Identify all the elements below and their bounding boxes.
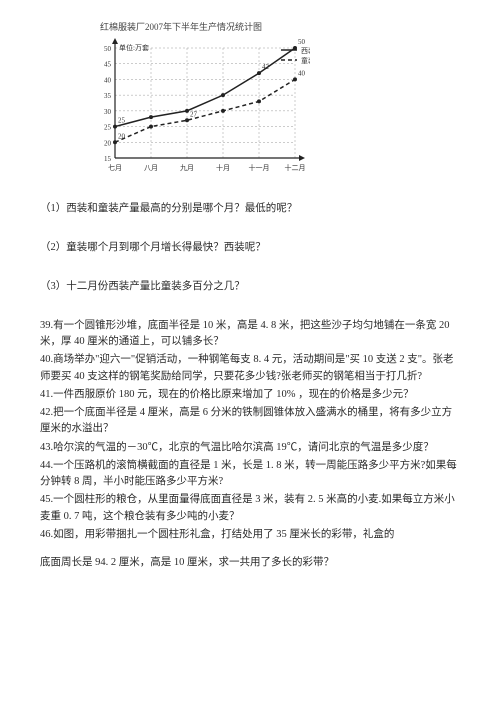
svg-text:单位:万套: 单位:万套: [119, 43, 149, 52]
svg-text:35: 35: [104, 93, 112, 101]
svg-text:十二月: 十二月: [285, 163, 306, 172]
problem-40: 40.商场举办"迎六一"促销活动，一种钢笔每支 8. 4 元，活动期间是"买 1…: [40, 352, 460, 385]
question-2: （2）童装哪个月到哪个月增长得最快？西装呢？: [40, 240, 460, 257]
svg-text:20: 20: [118, 133, 126, 141]
svg-text:30: 30: [104, 108, 112, 116]
chart-title: 红棉服装厂2007年下半年生产情况统计图: [100, 20, 460, 34]
svg-text:西装: 西装: [301, 46, 310, 55]
svg-text:15: 15: [104, 155, 112, 163]
svg-text:45: 45: [104, 61, 112, 69]
problem-39: 39.有一个圆锥形沙堆，底面半径是 10 米，高是 4. 8 米，把这些沙子均匀…: [40, 318, 460, 351]
problem-46b: 底面周长是 94. 2 厘米，高是 10 厘米，求一共用了多长的彩带？: [40, 555, 460, 571]
chart-container: 红棉服装厂2007年下半年生产情况统计图 15 20 25 30 35 40 45 50 七月 八…: [80, 20, 460, 176]
svg-text:20: 20: [104, 140, 112, 148]
svg-text:50: 50: [298, 38, 306, 46]
question-3: （3）十二月份西装产量比童装多百分之几？: [40, 279, 460, 296]
svg-text:40: 40: [104, 77, 112, 85]
line-chart: 15 20 25 30 35 40 45 50 七月 八月 九月 十月 十一月 十二月 单位:万套 25 42 5…: [80, 36, 310, 176]
svg-text:42: 42: [262, 64, 270, 72]
problem-45: 45.一个圆柱形的粮仓，从里面量得底面直径是 3 米，装有 2. 5 米高的小麦…: [40, 492, 460, 525]
svg-text:27: 27: [190, 111, 198, 119]
svg-text:25: 25: [118, 117, 126, 125]
svg-text:50: 50: [104, 45, 112, 53]
svg-text:九月: 九月: [180, 163, 194, 172]
problem-41: 41.一件西服原价 180 元，现在的价格比原来增加了 10% ，现在的价格是多…: [40, 387, 460, 403]
svg-text:十月: 十月: [216, 163, 230, 172]
svg-text:八月: 八月: [144, 164, 158, 172]
svg-text:25: 25: [104, 124, 112, 132]
question-1: （1）西装和童装产量最高的分别是哪个月？最低的呢？: [40, 201, 460, 218]
problem-42: 42.把一个底面半径是 4 厘米，高是 6 分米的铁制圆锥体放入盛满水的桶里，将…: [40, 405, 460, 438]
problem-43: 43.哈尔滨的气温的－30℃，北京的气温比哈尔滨高 19℃，请问北京的气温是多少…: [40, 440, 460, 456]
problem-44: 44.一个压路机的滚筒横截面的直径是 1 米，长是 1. 8 米，转一周能压路多…: [40, 458, 460, 491]
svg-text:十一月: 十一月: [249, 163, 270, 172]
problem-46: 46.如图，用彩带捆扎一个圆柱形礼盒，打结处用了 35 厘米长的彩带，礼盒的: [40, 527, 460, 543]
svg-text:40: 40: [298, 70, 306, 78]
svg-text:童装: 童装: [301, 56, 310, 65]
svg-text:七月: 七月: [108, 163, 122, 172]
